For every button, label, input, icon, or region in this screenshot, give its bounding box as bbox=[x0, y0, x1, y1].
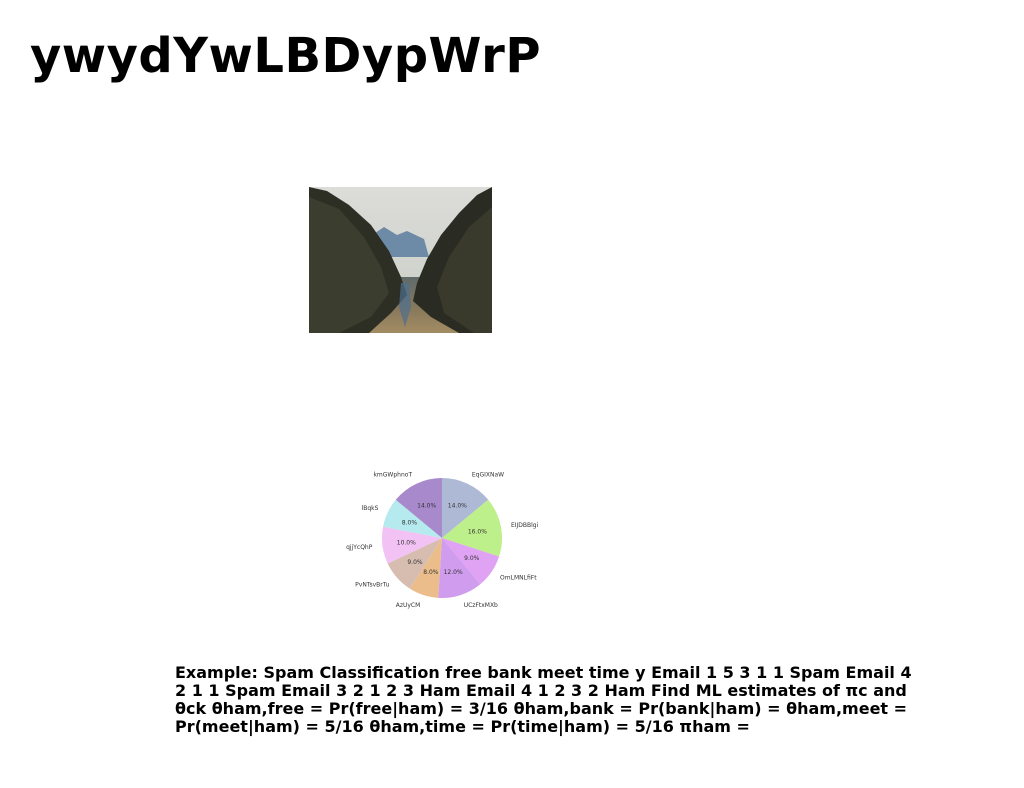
pie-pct-label: 12.0% bbox=[444, 569, 463, 576]
pie-pct-label: 8.0% bbox=[423, 569, 439, 576]
pie-category-label: kmGWphnoT bbox=[373, 471, 412, 478]
pie-category-label: OmLMNLfiFt bbox=[500, 574, 537, 581]
pie-pct-label: 14.0% bbox=[448, 502, 467, 509]
pie-slice-UCzFtxMXb bbox=[438, 538, 481, 598]
pie-category-label: PvNTsvBrTu bbox=[355, 581, 389, 588]
pie-pct-label: 8.0% bbox=[402, 520, 418, 527]
pie-chart: 14.0% EqGIXNaW 16.0% EIJDBBlgi 9.0% OmLMNLfiF… bbox=[346, 471, 539, 609]
pie-pct-label: 14.0% bbox=[417, 502, 436, 509]
landscape-photo bbox=[309, 187, 492, 333]
pie-category-label: AzUyCM bbox=[396, 602, 421, 609]
pie-pct-label: 10.0% bbox=[397, 540, 416, 547]
pie-slice-EqGIXNaW bbox=[442, 478, 489, 538]
pie-slice-OmLMNLfiFt bbox=[442, 538, 500, 585]
pie-slice-qjjYcQhP bbox=[382, 526, 442, 564]
pie-slice-kmGWphnoT bbox=[395, 478, 442, 538]
pie-pct-label: 9.0% bbox=[407, 559, 423, 566]
body-text: Example: Spam Classification free bank m… bbox=[175, 663, 912, 736]
pie-slice-EIJDBBlgi bbox=[442, 499, 502, 557]
pie-category-label: EIJDBBlgi bbox=[511, 522, 539, 529]
pie-category-label: qjjYcQhP bbox=[346, 544, 373, 551]
pie-slice-lBqkS bbox=[383, 499, 442, 538]
pie-slice-PvNTsvBrTu bbox=[387, 538, 442, 589]
pie-category-label: EqGIXNaW bbox=[472, 471, 504, 478]
pie-category-label: UCzFtxMXb bbox=[464, 602, 498, 609]
pie-pct-label: 16.0% bbox=[468, 528, 487, 535]
pie-category-label: lBqkS bbox=[362, 505, 379, 512]
pie-pct-label: 9.0% bbox=[464, 555, 480, 562]
page-title: ywydYwLBDypWrP bbox=[30, 28, 541, 84]
pie-slice-AzUyCM bbox=[409, 538, 442, 598]
